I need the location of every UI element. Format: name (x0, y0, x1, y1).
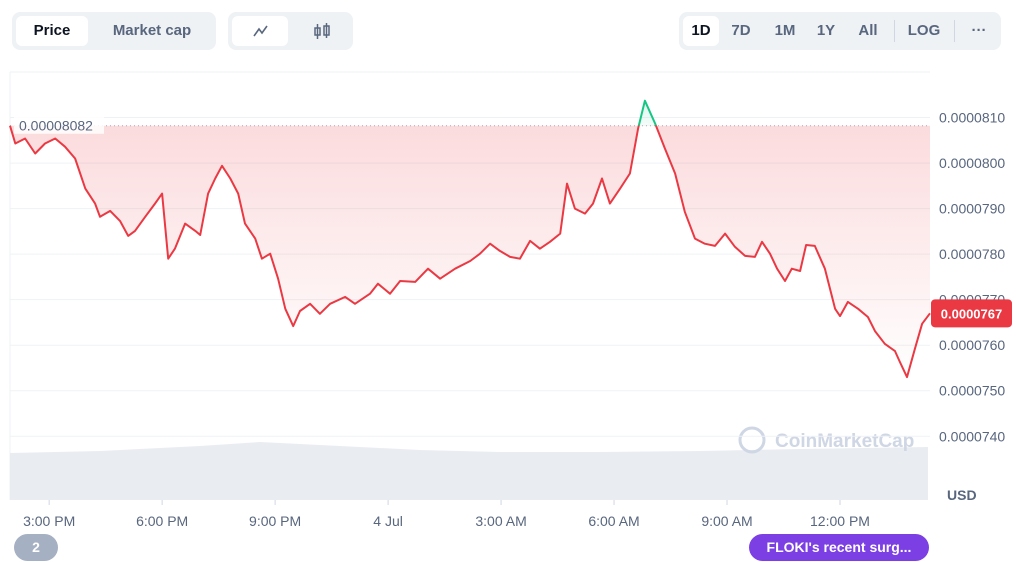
more-button[interactable]: ··· (971, 22, 987, 39)
y-tick-label: 0.0000740 (939, 428, 1005, 444)
y-tick-label: 0.0000800 (939, 155, 1005, 171)
current-price-tag (931, 299, 1012, 328)
currency-label: USD (947, 487, 977, 503)
x-tick-label: 6:00 PM (136, 513, 188, 529)
candle-chart-button[interactable] (294, 16, 350, 46)
current-price-label: 0.0000767 (941, 306, 1002, 321)
x-tick-label: 9:00 PM (249, 513, 301, 529)
news-text: FLOKI's recent surg... (766, 539, 912, 555)
x-tick-label: 12:00 PM (810, 513, 870, 529)
x-tick-label: 3:00 AM (475, 513, 526, 529)
range-group: 1D 7D 1M 1Y All LOG ··· (679, 12, 1001, 50)
divider (894, 20, 895, 42)
y-tick-label: 0.0000780 (939, 246, 1005, 262)
history-badge[interactable]: 2 (14, 534, 58, 561)
y-tick-label: 0.0000750 (939, 383, 1005, 399)
reference-label-bg (14, 115, 104, 134)
price-line (9, 99, 931, 379)
candle-icon (314, 23, 330, 39)
range-button[interactable]: All (858, 22, 878, 39)
x-tick-label: 3:00 PM (23, 513, 75, 529)
log-button[interactable]: LOG (907, 22, 941, 39)
range-button[interactable]: 1M (774, 22, 796, 39)
range-button[interactable]: 1Y (816, 22, 836, 39)
line-icon (253, 25, 268, 37)
range-button[interactable]: 7D (731, 22, 751, 39)
y-tick-label: 0.0000810 (939, 110, 1005, 126)
volume-area (10, 442, 928, 500)
line-chart-button[interactable] (232, 16, 288, 46)
x-tick-label: 9:00 AM (701, 513, 752, 529)
history-count: 2 (32, 539, 40, 555)
divider (954, 20, 955, 42)
reference-label: 0.00008082 (19, 118, 93, 134)
news-button[interactable]: FLOKI's recent surg... (749, 534, 929, 561)
x-tick-label: 4 Jul (373, 513, 403, 529)
chart-type-group (228, 12, 353, 50)
tab[interactable]: Market cap (112, 22, 192, 39)
y-tick-label: 0.0000760 (939, 337, 1005, 353)
tab[interactable]: Price (16, 16, 88, 46)
price-area (10, 100, 930, 378)
watermark-text: CoinMarketCap (775, 431, 914, 452)
range-button[interactable]: 1D (683, 16, 719, 46)
x-tick-label: 6:00 AM (588, 513, 639, 529)
y-tick-label: 0.0000790 (939, 201, 1005, 217)
tab-group: Price Market cap (12, 12, 216, 50)
